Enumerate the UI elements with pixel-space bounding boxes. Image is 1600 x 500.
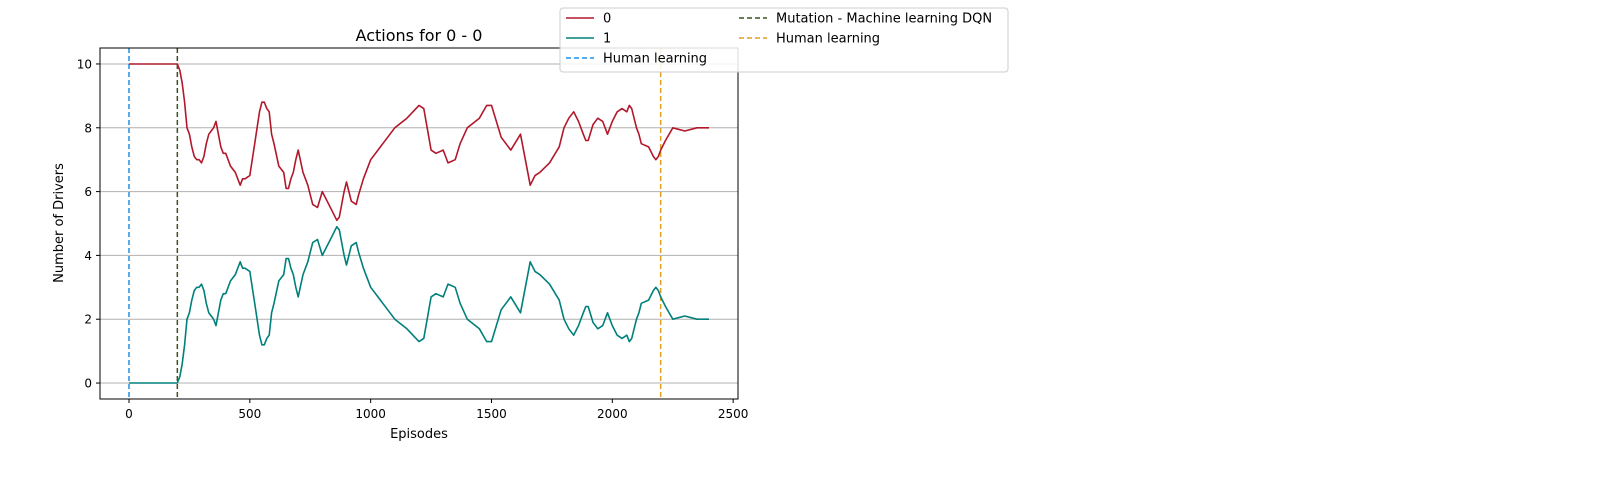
- series-line-0: [129, 63, 709, 222]
- x-tick-label: 0: [125, 407, 133, 421]
- y-tick-label: 10: [77, 57, 92, 71]
- legend-label: Mutation - Machine learning DQN: [776, 12, 992, 27]
- x-tick-label: 500: [238, 407, 261, 421]
- legend-label: Human learning: [776, 32, 880, 47]
- y-tick-label: 2: [84, 313, 92, 327]
- legend-label: 0: [603, 12, 611, 27]
- y-axis-label: Number of Drivers: [52, 163, 67, 283]
- series-lines: [129, 63, 709, 384]
- y-tick-label: 0: [84, 377, 92, 391]
- vertical-markers: [128, 48, 662, 399]
- x-tick-label: 1500: [476, 407, 507, 421]
- x-tick-label: 1000: [355, 407, 386, 421]
- x-tick-label: 2000: [597, 407, 628, 421]
- legend-box: [559, 7, 1009, 73]
- x-axis-label: Episodes: [390, 427, 448, 442]
- grid: [100, 63, 738, 384]
- legend: 0 1 Human learning Mutation - Machine learn…: [559, 7, 1009, 73]
- x-tick-label: 2500: [718, 407, 749, 421]
- axes-frame: [99, 47, 739, 400]
- y-tick-label: 8: [84, 121, 92, 135]
- legend-label: 1: [603, 32, 611, 47]
- y-tick-label: 6: [84, 185, 92, 199]
- series-line-1: [129, 225, 709, 384]
- legend-label: Human learning: [603, 52, 707, 67]
- x-axis-ticks: 0 500 1000 1500 2000 2500: [125, 399, 748, 421]
- y-axis-ticks: 0 2 4 6 8 10: [77, 57, 100, 391]
- y-tick-label: 4: [84, 249, 92, 263]
- chart-title: Actions for 0 - 0: [356, 26, 483, 45]
